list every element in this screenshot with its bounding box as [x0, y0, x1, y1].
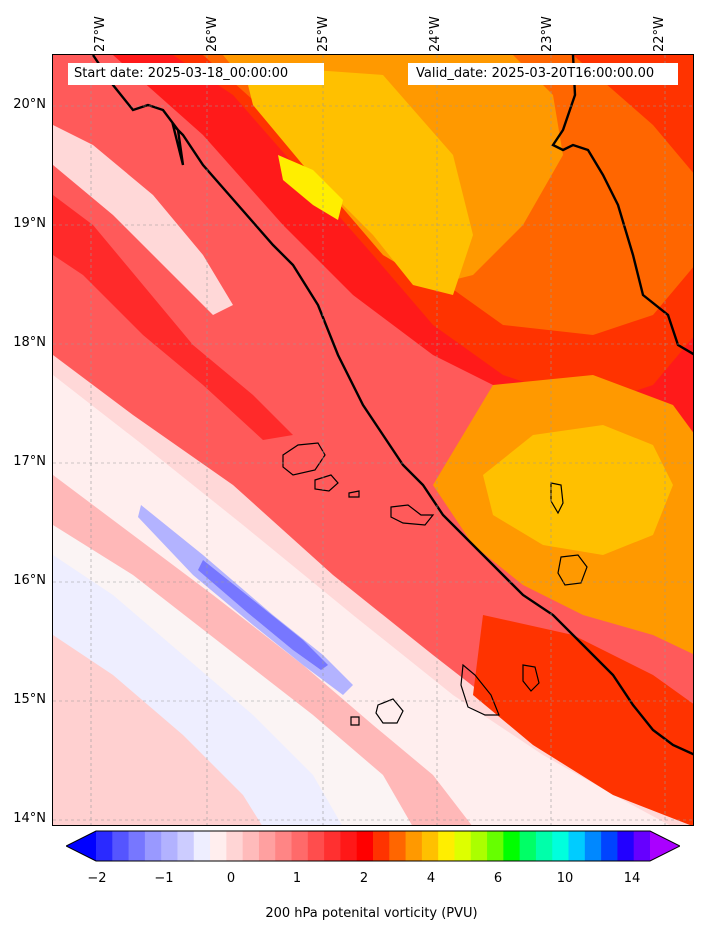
colorbar-swatch — [307, 831, 325, 861]
colorbar-swatch — [438, 831, 455, 861]
colorbar-swatch — [258, 831, 276, 861]
colorbar-swatch — [503, 831, 521, 861]
colorbar-swatch — [291, 831, 309, 861]
cb-tick-2: 2 — [359, 871, 369, 886]
colorbar-swatch — [601, 831, 618, 861]
colorbar-extend-max — [650, 831, 680, 861]
colorbar-swatch — [144, 831, 162, 861]
colorbar-swatch — [405, 831, 423, 861]
colorbar-swatch — [373, 831, 390, 861]
island-brava — [350, 716, 360, 726]
lon-label-22w: 22°W — [652, 16, 667, 52]
island-maio — [522, 664, 540, 692]
lon-label-23w: 23°W — [540, 16, 555, 52]
cb-tick-neg1: −1 — [154, 871, 174, 886]
colorbar-extend-min — [66, 831, 96, 861]
colorbar-swatch — [535, 831, 553, 861]
island-sal — [550, 482, 564, 515]
lon-label-24w: 24°W — [428, 16, 443, 52]
colorbar-swatch — [210, 831, 227, 861]
colorbar-swatch — [454, 831, 472, 861]
colorbar-swatch — [617, 831, 635, 861]
cb-tick-1: 1 — [292, 871, 302, 886]
cb-tick-10: 10 — [556, 871, 574, 886]
pv-band-pink-stripe — [53, 475, 472, 825]
colorbar — [64, 830, 682, 862]
colorbar-swatch — [324, 831, 341, 861]
lon-label-27w: 27°W — [93, 16, 108, 52]
coastline-africa-north — [551, 55, 693, 356]
island-santo-antao — [282, 442, 326, 476]
pv-band-dark-red-nw — [53, 195, 293, 440]
pv-se-gold — [483, 425, 673, 555]
colorbar-swatch — [242, 831, 260, 861]
colorbar-swatches — [64, 830, 682, 862]
lat-label-18n: 18°N — [13, 335, 46, 350]
island-sao-vicente — [314, 474, 339, 492]
map-panel[interactable] — [52, 54, 694, 826]
island-fogo — [375, 698, 404, 724]
colorbar-swatch — [275, 831, 293, 861]
cb-tick-14: 14 — [623, 871, 641, 886]
pv-contour-map — [53, 55, 693, 825]
pv-band-pink-lower — [53, 635, 262, 825]
colorbar-swatch — [633, 831, 651, 861]
cb-tick-0: 0 — [226, 871, 236, 886]
pv-negative-blue-core — [198, 560, 328, 670]
colorbar-swatch — [193, 831, 211, 861]
colorbar-swatch — [584, 831, 602, 861]
colorbar-swatch — [96, 831, 113, 861]
lat-label-17n: 17°N — [13, 454, 46, 469]
colorbar-swatch — [568, 831, 586, 861]
pv-se-red-lower — [473, 615, 693, 825]
cb-tick-neg2: −2 — [87, 871, 107, 886]
colorbar-label: 200 hPa potenital vorticity (PVU) — [265, 906, 478, 921]
colorbar-swatch — [356, 831, 374, 861]
lat-label-19n: 19°N — [13, 216, 46, 231]
colorbar-swatch — [487, 831, 504, 861]
lat-label-14n: 14°N — [13, 811, 46, 826]
colorbar-swatch — [226, 831, 244, 861]
pv-band-gold — [243, 65, 473, 295]
island-boa-vista — [557, 554, 588, 586]
colorbar-swatch — [470, 831, 488, 861]
colorbar-swatch — [177, 831, 195, 861]
cb-tick-4: 4 — [426, 871, 436, 886]
lat-label-15n: 15°N — [13, 692, 46, 707]
colorbar-swatch — [112, 831, 130, 861]
colorbar-swatch — [421, 831, 439, 861]
pv-band-yellow — [278, 155, 343, 220]
coastline-africa — [92, 55, 693, 756]
island-sao-nicolau — [390, 504, 435, 526]
island-santiago — [460, 663, 500, 716]
pv-pale-streak-nw — [53, 125, 233, 315]
colorbar-swatch — [389, 831, 407, 861]
cb-tick-6: 6 — [493, 871, 503, 886]
lat-label-16n: 16°N — [13, 573, 46, 588]
colorbar-swatch — [552, 831, 570, 861]
valid-date-label: Valid_date: 2025-03-20T16:00:00.00 — [408, 63, 678, 85]
gridlines — [53, 55, 693, 825]
colorbar-swatch — [519, 831, 537, 861]
lon-label-25w: 25°W — [316, 16, 331, 52]
colorbar-swatch — [340, 831, 358, 861]
lon-label-26w: 26°W — [205, 16, 220, 52]
colorbar-swatch — [161, 831, 178, 861]
colorbar-swatch — [128, 831, 146, 861]
island-santa-luzia — [348, 490, 360, 498]
start-date-label: Start date: 2025-03-18_00:00:00 — [68, 63, 324, 85]
lat-label-20n: 20°N — [13, 97, 46, 112]
